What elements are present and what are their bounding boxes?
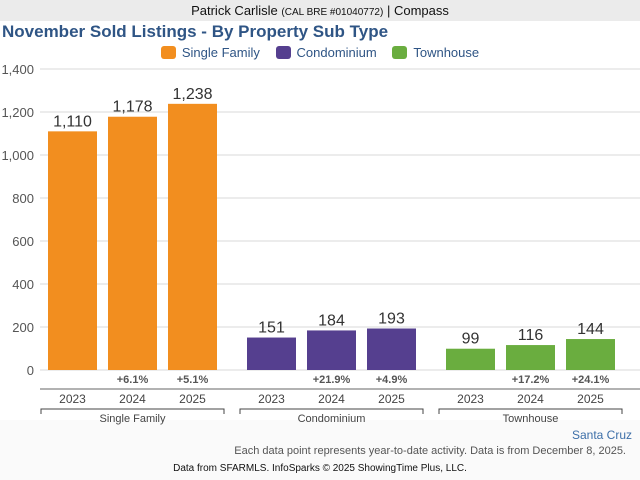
bar-condominium-2023 <box>247 337 296 370</box>
legend-item-single-family[interactable]: Single Family <box>160 45 260 60</box>
x-tick-label: 2025 <box>378 392 405 406</box>
x-tick-label: 2024 <box>318 392 345 406</box>
agent-name: Patrick Carlisle <box>191 3 278 18</box>
y-tick-label: 1,200 <box>1 105 34 120</box>
data-label: 151 <box>258 320 285 337</box>
x-tick-label: 2024 <box>517 392 544 406</box>
y-tick-label: 600 <box>12 234 34 249</box>
change-label: +17.2% <box>512 374 550 386</box>
data-label: 99 <box>462 331 480 348</box>
brokerage-name: Compass <box>393 3 449 18</box>
legend-item-condominium[interactable]: Condominium <box>275 45 377 60</box>
data-label: 1,110 <box>53 113 92 130</box>
group-bracket <box>239 408 424 414</box>
bar-condominium-2024 <box>307 330 356 370</box>
bar-condominium-2025 <box>367 328 416 370</box>
data-label: 184 <box>318 312 345 329</box>
data-label: 1,238 <box>172 86 212 103</box>
agent-header: Patrick Carlisle (CAL BRE #01040772) | C… <box>0 0 640 21</box>
region-label: Santa Cruz <box>571 428 632 442</box>
legend-label: Townhouse <box>413 45 480 60</box>
legend-label: Single Family <box>181 45 260 60</box>
group-label: Single Family <box>99 413 166 425</box>
legend-swatch-single-family <box>160 46 176 59</box>
header-separator: | <box>386 3 391 18</box>
legend-item-townhouse[interactable]: Townhouse <box>392 45 479 60</box>
bar-townhouse-2023 <box>446 348 495 370</box>
chart-legend: Single Family Condominium Townhouse <box>0 45 640 62</box>
group-label: Condominium <box>298 413 366 425</box>
data-label: 116 <box>518 327 544 344</box>
y-tick-label: 0 <box>27 363 34 378</box>
data-label: 193 <box>378 311 405 328</box>
group-bracket <box>40 408 225 414</box>
group-label: Townhouse <box>503 413 559 425</box>
bar-single-family-2024 <box>108 116 157 370</box>
bar-single-family-2023 <box>48 131 97 370</box>
x-tick-label: 2023 <box>59 392 86 406</box>
change-label: +21.9% <box>313 374 351 386</box>
x-tick-label: 2023 <box>457 392 484 406</box>
data-label: 1,178 <box>112 99 152 116</box>
y-tick-label: 200 <box>12 320 34 335</box>
x-tick-label: 2024 <box>119 392 146 406</box>
y-tick-label: 800 <box>12 191 34 206</box>
bar-single-family-2025 <box>168 103 217 370</box>
group-bracket <box>438 408 623 414</box>
legend-label: Condominium <box>296 45 377 60</box>
change-label: +4.9% <box>376 374 408 386</box>
x-tick-label: 2023 <box>258 392 285 406</box>
agent-license: (CAL BRE #01040772) <box>281 7 384 18</box>
x-tick-label: 2025 <box>179 392 206 406</box>
data-source: Data from SFARMLS. InfoSparks © 2025 Sho… <box>173 463 467 474</box>
legend-swatch-townhouse <box>392 46 408 59</box>
y-tick-label: 400 <box>12 277 34 292</box>
y-tick-label: 1,000 <box>1 148 34 163</box>
bar-chart: 0 200 400 600 800 1,000 1,200 1,400 1,110 2023 1,1… <box>1 62 640 425</box>
x-tick-label: 2025 <box>577 392 604 406</box>
bar-townhouse-2025 <box>566 339 615 370</box>
y-tick-label: 1,400 <box>1 62 34 77</box>
change-label: +5.1% <box>177 374 209 386</box>
legend-swatch-condominium <box>275 46 291 59</box>
data-note: Each data point represents year-to-date … <box>234 445 626 457</box>
chart-title: November Sold Listings - By Property Sub… <box>2 22 389 41</box>
footer-background <box>0 420 640 480</box>
change-label: +6.1% <box>117 374 149 386</box>
change-label: +24.1% <box>572 374 610 386</box>
bar-townhouse-2024 <box>506 345 555 370</box>
data-label: 144 <box>577 321 604 338</box>
